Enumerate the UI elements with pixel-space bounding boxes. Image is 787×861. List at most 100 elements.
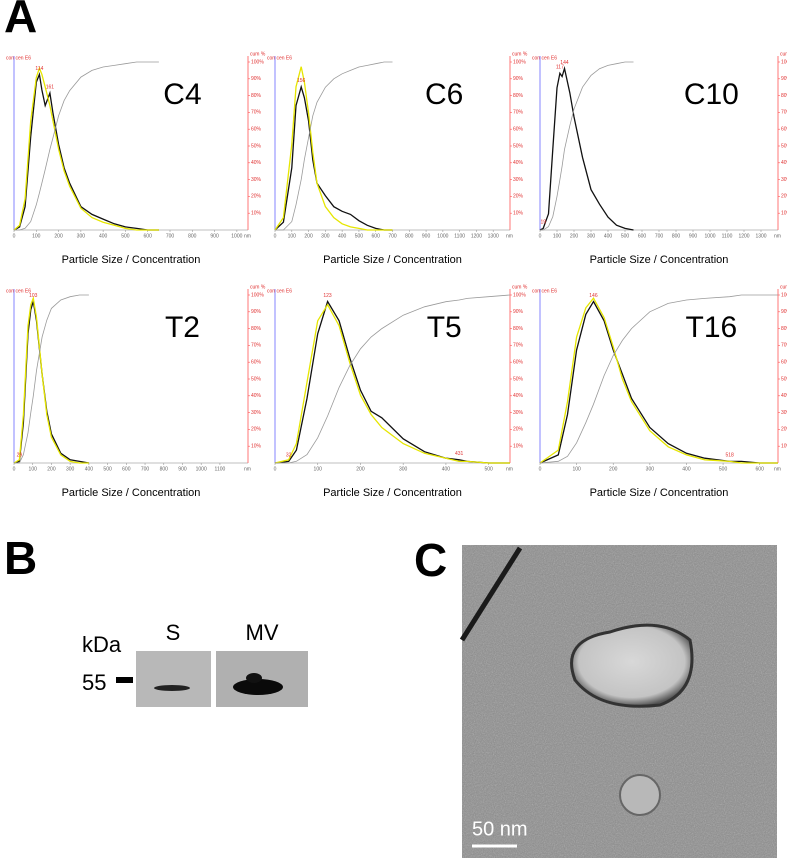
y2-tick-label: 90% xyxy=(781,76,787,82)
x-tick-label: 300 xyxy=(66,466,75,472)
x-tick-label: 500 xyxy=(719,466,728,472)
blot-unit: kDa xyxy=(82,632,122,657)
peak-label: 123 xyxy=(323,293,332,299)
peak-label: 518 xyxy=(725,453,734,459)
y2-tick-label: 30% xyxy=(251,410,262,416)
blot-band xyxy=(246,673,262,683)
y2-tick-label: 90% xyxy=(513,309,524,315)
x-tick-label: 500 xyxy=(103,466,112,472)
y2-tick-label: 100% xyxy=(781,59,787,65)
series-line xyxy=(13,66,159,231)
x-tick-label: 600 xyxy=(756,466,765,472)
y2-tick-label: 80% xyxy=(781,326,787,332)
chart: con cen E6 cum % 0 100 200 300 400 500 600 700 800… xyxy=(267,51,528,266)
x-tick-label: 400 xyxy=(682,466,691,472)
y2-tick-label: 40% xyxy=(513,393,524,399)
x-axis-label: Particle Size / Concentration xyxy=(590,487,729,499)
x-tick-label: 0 xyxy=(274,233,277,239)
x-tick-label: 900 xyxy=(178,466,187,472)
y2-tick-label: 30% xyxy=(513,410,524,416)
blot-band xyxy=(233,679,283,695)
y2-tick-label: 70% xyxy=(513,343,524,349)
y2-tick-label: 50% xyxy=(781,143,787,149)
y2-tick-label: 30% xyxy=(251,177,262,183)
blot-band xyxy=(154,685,190,691)
chart: con cen E6 cum % 0 100 200 300 400 500 600 700 800… xyxy=(532,51,787,266)
chart-title: C4 xyxy=(163,78,201,111)
x-tick-label: 300 xyxy=(77,233,86,239)
x-tick-label: 100 xyxy=(572,466,581,472)
y2-tick-label: 100% xyxy=(513,59,526,65)
x-tick-label: 0 xyxy=(539,466,542,472)
x-unit: nm xyxy=(774,466,781,472)
y2-tick-label: 90% xyxy=(781,309,787,315)
y2-tick-label: 10% xyxy=(513,211,524,217)
x-tick-label: 1300 xyxy=(488,233,499,239)
series-line xyxy=(13,71,159,231)
x-unit: nm xyxy=(506,233,513,239)
x-tick-label: 200 xyxy=(570,233,579,239)
y-axis-label: con cen E6 xyxy=(532,55,557,61)
series-line xyxy=(274,66,393,231)
x-tick-label: 900 xyxy=(210,233,219,239)
y2-tick-label: 40% xyxy=(251,393,262,399)
series-line xyxy=(540,61,634,231)
x-tick-label: 300 xyxy=(399,466,408,472)
x-tick-label: 1000 xyxy=(231,233,242,239)
y2-tick-label: 40% xyxy=(781,160,787,166)
series-line xyxy=(275,294,511,464)
x-unit: nm xyxy=(244,233,251,239)
y2-tick-label: 30% xyxy=(781,177,787,183)
y2-tick-label: 40% xyxy=(781,393,787,399)
x-tick-label: 100 xyxy=(314,466,323,472)
chart: con cen E6 cum % 0 100 200 300 400 500 nm 10% 20% 3… xyxy=(267,284,528,499)
y2-tick-label: 30% xyxy=(513,177,524,183)
peak-label: 114 xyxy=(35,66,43,72)
micrograph: 50 nm xyxy=(459,545,777,858)
x-axis-label: Particle Size / Concentration xyxy=(62,254,201,266)
y2-tick-label: 20% xyxy=(251,427,262,433)
y2-tick-label: 20% xyxy=(513,427,524,433)
y2-tick-label: 10% xyxy=(781,444,787,450)
x-tick-label: 900 xyxy=(689,233,698,239)
x-tick-label: 1100 xyxy=(722,233,733,239)
x-tick-label: 700 xyxy=(388,233,397,239)
x-unit: nm xyxy=(506,466,513,472)
x-tick-label: 1200 xyxy=(738,233,749,239)
y2-axis-label: cum % xyxy=(780,284,787,290)
x-axis-label: Particle Size / Concentration xyxy=(590,254,729,266)
panel-label: C xyxy=(414,534,447,586)
y2-tick-label: 10% xyxy=(513,444,524,450)
y2-tick-label: 20% xyxy=(251,194,262,200)
y2-tick-label: 80% xyxy=(513,326,524,332)
x-tick-label: 1100 xyxy=(215,466,226,472)
chart-title: C10 xyxy=(684,78,739,111)
y2-tick-label: 20% xyxy=(781,427,787,433)
x-tick-label: 900 xyxy=(422,233,431,239)
chart-title: T16 xyxy=(686,311,738,344)
x-tick-label: 100 xyxy=(288,233,297,239)
y2-tick-label: 100% xyxy=(251,59,264,65)
lane-label: S xyxy=(166,620,181,645)
x-tick-label: 600 xyxy=(638,233,647,239)
y2-tick-label: 50% xyxy=(251,376,262,382)
y2-tick-label: 80% xyxy=(251,326,262,332)
series-line xyxy=(13,295,89,464)
y2-tick-label: 60% xyxy=(781,127,787,133)
peak-label: 156 xyxy=(297,78,306,84)
y2-tick-label: 100% xyxy=(251,292,264,298)
series-line xyxy=(14,294,89,464)
x-axis-label: Particle Size / Concentration xyxy=(62,487,201,499)
series-line xyxy=(14,61,159,231)
peak-label: 144 xyxy=(560,60,569,66)
x-tick-label: 400 xyxy=(338,233,347,239)
y2-tick-label: 50% xyxy=(781,376,787,382)
y2-tick-label: 60% xyxy=(251,360,262,366)
blot-lane xyxy=(216,651,308,707)
x-tick-label: 0 xyxy=(539,233,542,239)
x-tick-label: 400 xyxy=(442,466,451,472)
x-tick-label: 300 xyxy=(321,233,330,239)
y2-tick-label: 50% xyxy=(251,143,262,149)
peak-label: 29 xyxy=(17,453,23,459)
